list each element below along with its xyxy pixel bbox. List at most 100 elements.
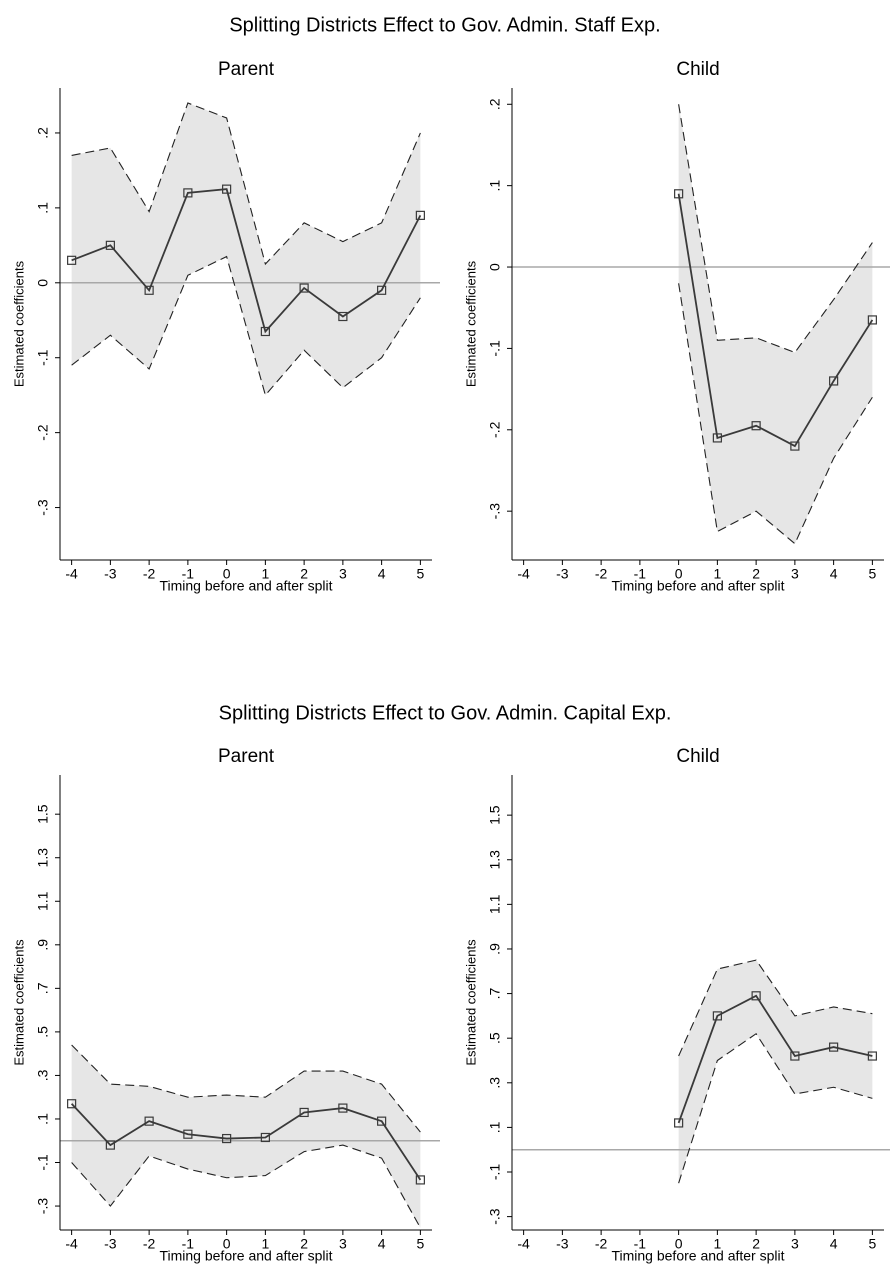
y-axis-title: Estimated coefficients	[463, 260, 478, 387]
y-axis-title: Estimated coefficients	[463, 939, 478, 1066]
y-tick-label: 1.1	[487, 894, 503, 914]
coefficient-marker	[299, 283, 309, 293]
x-tick-label: 2	[300, 566, 308, 582]
x-axis-title: Timing before and after split	[611, 578, 784, 594]
ci-lower-line	[71, 1144, 421, 1229]
y-tick-label: 1.5	[487, 805, 503, 825]
y-tick-label: .1	[35, 202, 51, 214]
ci-upper-line	[678, 104, 873, 354]
x-tick-label: 2	[752, 566, 760, 582]
coefficient-marker	[260, 326, 270, 337]
x-tick-label: -4	[65, 566, 78, 582]
x-tick-label: -2	[595, 1236, 608, 1252]
y-tick-label: -.3	[35, 1198, 51, 1215]
coefficient-marker	[222, 1133, 232, 1144]
x-tick-label: 5	[416, 566, 424, 582]
y-tick-label: .9	[35, 939, 51, 951]
coefficient-marker	[751, 991, 761, 1001]
y-tick-label: .3	[35, 1069, 51, 1081]
y-tick-label: 1.3	[35, 848, 51, 868]
x-tick-label: -2	[143, 1236, 156, 1252]
coefficient-marker	[67, 255, 77, 265]
ci-upper-line	[678, 959, 873, 1057]
ci-upper-line	[71, 1044, 421, 1133]
coefficient-marker	[144, 1116, 154, 1126]
x-tick-label: 2	[300, 1236, 308, 1252]
x-tick-label: 4	[378, 1236, 386, 1252]
y-tick-label: 0	[35, 279, 51, 287]
ci-lower-line	[678, 283, 873, 545]
x-tick-label: 4	[830, 1236, 838, 1252]
coefficient-marker	[790, 1051, 800, 1061]
ci-lower-line	[678, 1032, 873, 1184]
coefficient-marker	[222, 184, 232, 194]
x-tick-label: 0	[675, 566, 683, 582]
x-tick-label: -1	[634, 566, 647, 582]
x-tick-label: -2	[143, 566, 156, 582]
x-axis-title: Timing before and after split	[159, 578, 332, 594]
coefficient-marker	[299, 1107, 309, 1118]
y-tick-label: -.1	[35, 1154, 51, 1171]
ci-upper-line	[71, 102, 421, 266]
x-axis-title: Timing before and after split	[611, 1248, 784, 1264]
coefficient-marker	[338, 1103, 348, 1113]
ci-band	[71, 1044, 421, 1228]
x-tick-label: 0	[675, 1236, 683, 1252]
panel-title: Child	[676, 746, 719, 767]
x-tick-label: -3	[556, 566, 569, 582]
coefficient-marker	[712, 1011, 722, 1021]
ci-band	[678, 104, 873, 544]
coefficient-marker	[144, 285, 154, 295]
y-tick-label: .5	[35, 1026, 51, 1038]
coefficient-line	[677, 994, 873, 1124]
y-tick-label: -.3	[35, 499, 51, 516]
y-tick-label: -.2	[35, 424, 51, 441]
x-tick-label: -2	[595, 566, 608, 582]
y-tick-label: .7	[35, 982, 51, 994]
coefficient-marker	[829, 1042, 839, 1052]
y-tick-label: .2	[487, 98, 503, 110]
x-tick-label: 4	[830, 566, 838, 582]
coefficient-marker	[867, 315, 877, 325]
coefficient-marker	[674, 1118, 684, 1128]
y-tick-label: .9	[487, 943, 503, 955]
coefficient-marker	[377, 1116, 387, 1126]
x-tick-label: 1	[713, 566, 721, 582]
x-axis-title: Timing before and after split	[159, 1248, 332, 1264]
x-tick-label: 4	[378, 566, 386, 582]
x-tick-label: 5	[868, 1236, 876, 1252]
y-tick-label: .1	[35, 1113, 51, 1125]
coefficient-marker	[674, 189, 684, 199]
coefficient-line	[70, 1103, 422, 1181]
x-tick-label: -3	[556, 1236, 569, 1252]
y-tick-label: -.1	[487, 1164, 503, 1181]
coefficient-marker	[829, 376, 839, 386]
x-tick-label: 1	[261, 1236, 269, 1252]
coefficient-marker	[105, 240, 115, 250]
x-tick-label: 5	[868, 566, 876, 582]
coefficient-marker	[105, 1140, 115, 1150]
ci-lower-line	[71, 255, 421, 397]
coefficient-marker	[751, 421, 761, 431]
y-tick-label: .7	[487, 988, 503, 1000]
y-tick-label: 1.3	[487, 850, 503, 870]
coefficient-marker	[338, 311, 348, 322]
x-tick-label: -1	[182, 566, 195, 582]
y-tick-label: .3	[487, 1077, 503, 1089]
coefficient-marker	[377, 285, 387, 295]
y-tick-label: .5	[487, 1032, 503, 1044]
x-tick-label: -3	[104, 1236, 117, 1252]
coefficient-marker	[183, 1129, 193, 1139]
panel-title: Parent	[218, 59, 275, 80]
coefficient-marker	[183, 188, 193, 198]
x-tick-label: 3	[339, 1236, 347, 1252]
x-tick-label: 2	[752, 1236, 760, 1252]
coefficient-marker	[415, 210, 425, 220]
x-tick-label: 1	[713, 1236, 721, 1252]
x-tick-label: -1	[182, 1236, 195, 1252]
figure-title: Splitting Districts Effect to Gov. Admin…	[219, 702, 672, 724]
y-tick-label: .2	[35, 127, 51, 139]
y-tick-label: -.1	[35, 349, 51, 366]
x-tick-label: 0	[223, 1236, 231, 1252]
